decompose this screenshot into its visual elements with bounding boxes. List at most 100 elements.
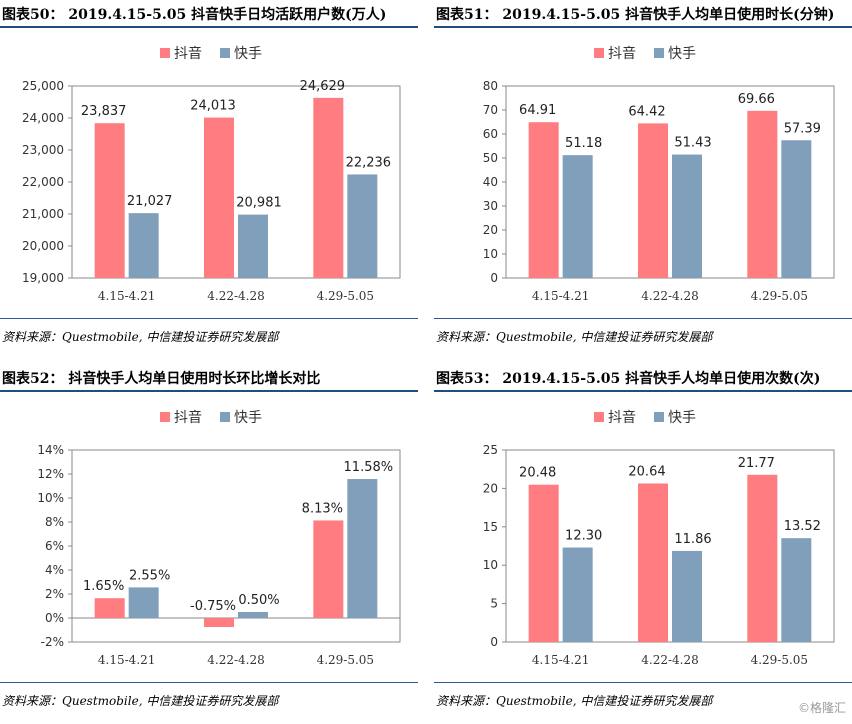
data-label: 51.43 [674,136,711,151]
bar [347,479,378,618]
data-label: 64.91 [519,103,556,118]
bar [781,140,812,278]
bar [528,484,559,642]
data-label: 21,027 [127,194,173,209]
y-tick-label: 50 [483,151,498,165]
legend-swatch [594,48,604,58]
bar [204,117,234,278]
data-label: 0.50% [238,593,279,608]
watermark: ©格隆汇 [797,701,846,715]
y-tick-label: 4% [45,563,64,577]
legend-label: 快手 [668,46,696,62]
title-rule [0,390,418,392]
legend-swatch [220,48,230,58]
x-category-label: 4.22-4.28 [207,653,265,667]
bar [204,618,234,627]
source-rule [0,318,418,319]
data-label: 57.39 [784,121,821,136]
legend-label: 快手 [234,46,262,62]
x-category-label: 4.15-4.21 [98,653,156,667]
bar [94,598,125,618]
legend-label: 抖音 [174,45,202,62]
data-label: -0.75% [190,599,236,614]
legend-swatch [594,412,604,422]
bar [128,213,159,278]
data-label: 20.48 [519,466,556,481]
y-tick-label: 0 [490,635,498,649]
bar [562,547,593,642]
x-category-label: 4.15-4.21 [532,289,590,303]
y-tick-label: 20 [483,223,498,237]
y-tick-label: 5 [490,597,498,611]
bar [128,587,159,618]
bar [313,520,344,618]
y-tick-label: 10 [483,558,498,572]
panel-chart-51: 图表51： 2019.4.15-5.05 抖音快手人均单日使用时长(分钟) 0 1… [434,0,852,360]
data-label: 1.65% [83,579,124,594]
bar [238,214,268,278]
y-tick-label: 20,000 [22,239,64,253]
data-label: 20,981 [236,196,282,211]
y-tick-label: 24,000 [22,111,64,125]
source-note: 资料来源：Questmobile, 中信建投证券研究发展部 [2,694,279,708]
y-tick-label: -2% [41,635,64,649]
legend-swatch [654,412,664,422]
data-label: 24,629 [300,79,346,94]
bar [238,612,268,618]
legend-swatch [160,412,170,422]
y-tick-label: 80 [483,79,498,93]
legend-label: 快手 [668,410,696,426]
source-note: 资料来源：Questmobile, 中信建投证券研究发展部 [436,694,713,708]
source-note: 资料来源：Questmobile, 中信建投证券研究发展部 [2,330,279,344]
y-tick-label: 10 [483,247,498,261]
data-label: 69.66 [738,92,775,107]
source-rule [0,682,418,683]
data-label: 20.64 [628,464,665,479]
data-label: 2.55% [129,568,170,583]
plot-frame [505,449,835,643]
chart-title: 图表53： 2019.4.15-5.05 抖音快手人均单日使用次数(次) [436,371,821,387]
chart-title: 图表52： 抖音快手人均单日使用时长环比增长对比 [2,371,321,387]
bar-chart: -2% 0% 2% 4% 6% 8% 10% 12% 14% 抖音 快手 1.65% 2.55% 4.15… [37,409,401,667]
source-note: 资料来源：Questmobile, 中信建投证券研究发展部 [436,330,713,344]
x-category-label: 4.29-5.05 [317,289,375,303]
y-tick-label: 19,000 [22,271,64,285]
x-category-label: 4.29-5.05 [751,289,809,303]
data-label: 8.13% [302,501,343,516]
title-rule [434,390,852,392]
source-rule [434,682,852,683]
y-tick-label: 0 [490,271,498,285]
bar [638,483,668,642]
bar [313,97,344,278]
x-category-label: 4.22-4.28 [641,653,699,667]
y-tick-label: 10% [37,491,64,505]
data-label: 64.42 [628,104,665,119]
x-category-label: 4.15-4.21 [98,289,156,303]
title-rule [0,26,418,28]
legend-label: 抖音 [608,45,636,62]
y-tick-label: 2% [45,587,64,601]
y-tick-label: 23,000 [22,143,64,157]
data-label: 23,837 [81,104,127,119]
x-category-label: 4.22-4.28 [207,289,265,303]
bar [638,123,668,278]
panel-chart-50: 图表50： 2019.4.15-5.05 抖音快手日均活跃用户数(万人) 19,… [0,0,418,360]
bar [672,550,702,642]
y-tick-label: 40 [483,175,498,189]
y-tick-label: 20 [483,481,498,495]
legend-label: 快手 [234,410,262,426]
x-category-label: 4.29-5.05 [317,653,375,667]
bar [781,538,812,642]
bar [747,474,778,642]
bar [747,110,778,278]
panel-chart-52: 图表52： 抖音快手人均单日使用时长环比增长对比 -2% 0% 2% 4% 6% 8% 10… [0,364,418,724]
y-tick-label: 22,000 [22,175,64,189]
bar [94,123,125,278]
y-tick-label: 12% [37,467,64,481]
y-tick-label: 25,000 [22,79,64,93]
bar [528,122,559,278]
x-category-label: 4.15-4.21 [532,653,590,667]
chart-title: 图表51： 2019.4.15-5.05 抖音快手人均单日使用时长(分钟) [436,7,835,23]
title-rule [434,26,852,28]
x-category-label: 4.22-4.28 [641,289,699,303]
